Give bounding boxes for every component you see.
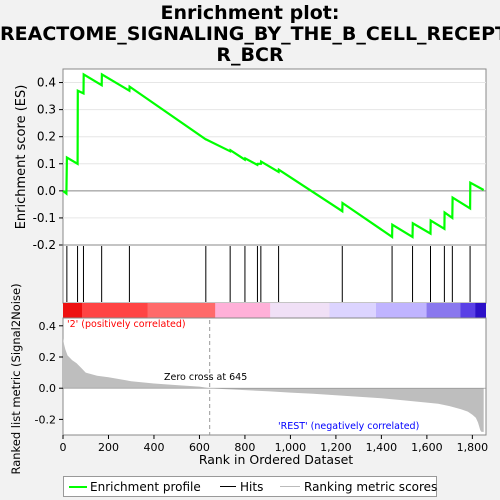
metric-y-tick-label: 0.2 bbox=[39, 351, 57, 364]
es-y-tick-label: 0.1 bbox=[37, 157, 56, 171]
x-tick-label: 1,800 bbox=[457, 441, 489, 454]
color-bar-blocks bbox=[63, 303, 486, 318]
color-bar-block bbox=[63, 303, 83, 318]
hits-panel bbox=[62, 244, 487, 304]
es-y-tick-label: 0.0 bbox=[37, 184, 56, 198]
x-axis-label: Rank in Ordered Dataset bbox=[199, 452, 353, 467]
metric-y-tick-label: 0.0 bbox=[39, 382, 57, 395]
color-bar-block bbox=[460, 303, 476, 318]
legend-hits-swatch bbox=[220, 486, 236, 487]
x-tick-label: 1,000 bbox=[275, 441, 307, 454]
es-y-tick-label: 0.2 bbox=[37, 130, 56, 144]
negative-correlation-label: 'REST' (negatively correlated) bbox=[278, 421, 419, 432]
es-y-ticks: -0.2 -0.1 0.0 0.1 0.2 0.3 0.4 bbox=[33, 76, 63, 252]
color-bar-block bbox=[215, 303, 271, 318]
es-y-tick-label: -0.2 bbox=[33, 238, 56, 252]
chart-title-line-2: REACTOME_SIGNALING_BY_THE_B_CELL_RECEPTO bbox=[0, 23, 500, 45]
positive-correlation-label: '2' (positively correlated) bbox=[67, 319, 186, 330]
color-bar-block bbox=[475, 303, 486, 318]
zero-cross-label: Zero cross at 645 bbox=[164, 372, 247, 383]
metric-y-axis-label: Ranked list metric (Signal2Noise) bbox=[9, 283, 23, 474]
metric-panel bbox=[62, 317, 487, 436]
chart-title-line-1: Enrichment plot: bbox=[160, 2, 340, 24]
chart-title-line-3: R_BCR bbox=[216, 44, 284, 66]
legend: Enrichment profile Hits Ranking metric s… bbox=[63, 476, 437, 497]
es-y-tick-label: -0.1 bbox=[33, 211, 56, 225]
es-panel bbox=[62, 68, 487, 246]
color-bar-block bbox=[147, 303, 216, 318]
enrichment-profile-line bbox=[62, 72, 485, 239]
x-tick-label: 1,600 bbox=[411, 441, 443, 454]
metric-y-ticks: -0.2 0.0 0.2 0.4 bbox=[35, 320, 63, 426]
es-y-tick-label: 0.3 bbox=[37, 103, 56, 117]
metric-y-tick-label: 0.4 bbox=[39, 320, 57, 333]
hit-marks bbox=[66, 246, 471, 302]
color-bar-block bbox=[270, 303, 330, 318]
es-y-tick-label: 0.4 bbox=[37, 76, 56, 90]
x-tick-label: 1,200 bbox=[320, 441, 352, 454]
metric-y-tick-label: -0.2 bbox=[35, 413, 56, 426]
x-tick-label: 800 bbox=[234, 441, 255, 454]
legend-ranking-label: Ranking metric scores bbox=[304, 480, 438, 494]
color-bar-block bbox=[376, 303, 427, 318]
legend-profile-swatch bbox=[69, 486, 87, 488]
ranking-metric-area bbox=[63, 338, 484, 432]
legend-profile-label: Enrichment profile bbox=[90, 480, 201, 494]
x-tick-label: 1,400 bbox=[366, 441, 398, 454]
es-y-axis-label: Enrichment score (ES) bbox=[14, 85, 29, 230]
legend-hits-label: Hits bbox=[240, 480, 264, 494]
color-bar-block bbox=[426, 303, 461, 318]
x-tick-label: 200 bbox=[98, 441, 119, 454]
x-tick-label: 600 bbox=[189, 441, 210, 454]
color-bar-block bbox=[329, 303, 377, 318]
x-axis-ticks: 0 200 400 600 800 1,000 1,200 1,400 1,600 1,800 bbox=[60, 435, 489, 454]
x-tick-label: 0 bbox=[60, 441, 67, 454]
x-tick-label: 400 bbox=[143, 441, 164, 454]
color-bar-block bbox=[82, 303, 148, 318]
legend-ranking-swatch bbox=[280, 486, 300, 487]
